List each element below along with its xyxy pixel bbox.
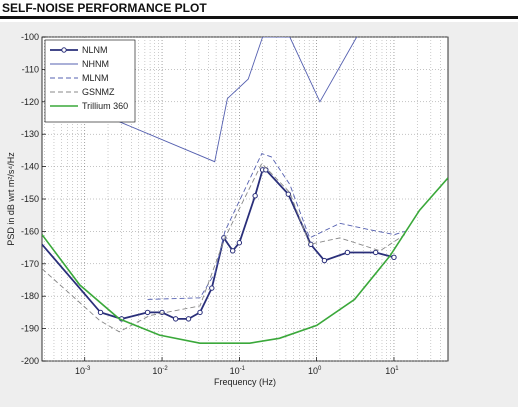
y-tick-label: -150 — [21, 194, 39, 204]
y-tick-label: -200 — [21, 356, 39, 366]
y-tick-label: -110 — [22, 64, 39, 74]
point — [252, 193, 258, 199]
y-tick-label: -130 — [21, 129, 39, 139]
point — [321, 257, 328, 264]
legend-marker — [61, 47, 67, 53]
x-tick-base: 10 — [308, 366, 318, 376]
point — [209, 285, 215, 291]
y-tick-label: -180 — [21, 291, 39, 301]
point — [185, 316, 192, 322]
series-line — [147, 153, 405, 300]
x-tick-base: 10 — [152, 366, 162, 376]
x-tick-exponent: 1 — [395, 366, 399, 372]
legend-label: GSNMZ — [82, 87, 115, 97]
point — [391, 254, 397, 261]
x-tick-exponent: 0 — [318, 366, 322, 372]
point — [172, 316, 179, 322]
x-tick-exponent: -3 — [85, 366, 91, 372]
x-tick-label: 10-3 — [75, 366, 91, 376]
point — [308, 241, 314, 248]
point — [344, 249, 351, 256]
y-tick-label: -100 — [21, 32, 39, 42]
series-group — [42, 37, 448, 345]
x-tick-base: 10 — [75, 366, 85, 376]
x-tick-label: 10-1 — [230, 366, 246, 376]
legend-box — [44, 39, 136, 123]
point — [372, 249, 379, 256]
point — [285, 191, 292, 197]
series-line — [90, 37, 358, 163]
y-axis-label: PSD in dB wrt m²/s⁴/Hz — [6, 152, 16, 246]
y-tick-label: -160 — [21, 226, 39, 236]
series-line — [42, 177, 448, 345]
point — [236, 240, 243, 246]
x-tick-base: 10 — [230, 366, 240, 376]
header: SELF-NOISE PERFORMANCE PLOT — [2, 1, 207, 15]
y-tick-label: -120 — [21, 97, 39, 107]
point — [197, 309, 203, 316]
series-line — [42, 162, 406, 333]
x-tick-label: 10-2 — [152, 366, 168, 376]
x-tick-exponent: -2 — [162, 366, 168, 372]
x-tick-exponent: -1 — [240, 366, 246, 372]
x-tick-label: 100 — [308, 366, 322, 376]
legend-label: MLNM — [82, 73, 109, 83]
legend-label: NHNM — [82, 59, 109, 69]
legend-label: NLNM — [82, 45, 108, 55]
point — [263, 167, 269, 173]
y-tick-label: -190 — [21, 324, 39, 334]
x-axis-label: Frequency (Hz) — [214, 377, 276, 387]
y-tick-label: -170 — [21, 259, 39, 269]
point — [97, 309, 104, 316]
legend-label: Trillium 360 — [82, 101, 128, 111]
point — [229, 248, 236, 254]
point — [144, 309, 151, 316]
header-rule — [0, 16, 518, 19]
y-tick-label: -140 — [21, 162, 39, 172]
x-tick-base: 10 — [385, 366, 395, 376]
x-tick-label: 101 — [385, 366, 399, 376]
